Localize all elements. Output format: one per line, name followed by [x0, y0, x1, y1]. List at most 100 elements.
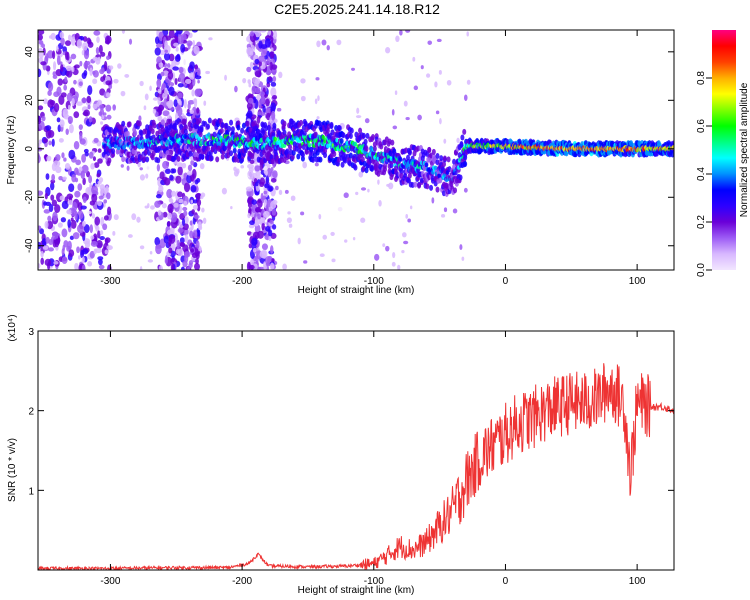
spectrogram-cell — [81, 97, 87, 104]
spectrogram-cell — [127, 121, 132, 128]
spectrogram-cell — [198, 247, 202, 252]
spectrogram-cell — [90, 163, 95, 170]
spectrogram-cell — [163, 235, 169, 244]
spectrogram-cell — [154, 47, 161, 56]
spectrogram-cell — [391, 261, 396, 267]
spectrogram-cell — [268, 206, 274, 212]
spectrogram-cell — [112, 104, 117, 111]
spectrogram-cell — [120, 164, 124, 168]
spectrogram-cell — [340, 161, 345, 168]
spectrogram-cell — [190, 199, 194, 204]
spectrogram-cell — [187, 99, 195, 105]
spectrogram-cell — [331, 258, 336, 263]
spectrogram-cell — [220, 153, 225, 160]
spectrogram-cell — [182, 260, 188, 268]
spectrogram-cell — [272, 95, 278, 100]
spectrogram-cell — [317, 95, 320, 102]
spectrogram-cell — [323, 152, 328, 159]
snr-x-tick-label: -200 — [232, 576, 252, 587]
spectrogram-cell — [70, 53, 77, 60]
spectrogram-cell — [160, 119, 165, 126]
spectrogram-cell — [248, 243, 253, 249]
spectrogram-cell — [176, 239, 180, 250]
spectrogram-cell — [424, 162, 429, 168]
spectrogram-cell — [69, 124, 74, 134]
spectrogram-cell — [199, 124, 204, 131]
spectrogram-cell — [246, 66, 252, 73]
spectrogram-cell — [254, 165, 261, 172]
spectrogram-cell — [332, 151, 337, 158]
spectrogram-cell — [402, 232, 407, 238]
spectrogram-cell — [268, 235, 272, 242]
spectrogram-cell — [53, 160, 61, 168]
spectrogram-cell — [45, 125, 52, 131]
spectrogram-cell — [82, 177, 86, 186]
spectrogram-cell — [38, 139, 42, 144]
spectrogram-cell — [270, 87, 277, 97]
spectrogram-cell — [95, 47, 100, 55]
spectrogram-cell — [117, 63, 122, 69]
spectrogram-cell — [255, 181, 259, 187]
spectrogram-cell — [360, 217, 366, 223]
spectrogram-cell — [235, 168, 240, 175]
spectrogram-cell — [245, 112, 253, 118]
spectrogram-cell — [105, 92, 111, 98]
spectrogram-cell — [394, 90, 398, 95]
spectrogram-cell — [439, 155, 444, 162]
spectrogram-cell — [234, 85, 238, 93]
spectrogram-cell — [341, 132, 346, 139]
spectrogram-cell — [417, 114, 422, 121]
spectrogram-cell — [183, 182, 191, 193]
spectrogram-cell — [187, 170, 193, 176]
spectrogram-cell — [155, 43, 163, 48]
spectrogram-cell — [59, 119, 65, 128]
spectrogram-cell — [59, 61, 63, 65]
spectrogram-cell — [407, 218, 411, 223]
spectrogram-cell — [75, 159, 81, 166]
spectrogram-cell — [254, 87, 261, 94]
spectrogram-cell — [257, 111, 262, 116]
spectrogram-cell — [38, 34, 43, 41]
spectrogram-cell — [353, 141, 358, 147]
spectrogram-y-axis-label: Frequency (Hz) — [6, 116, 17, 185]
spectrogram-cell — [96, 239, 103, 249]
spectrogram-y-tick-label: -20 — [24, 190, 35, 205]
spectrogram-cell — [74, 262, 79, 270]
spectrogram-cell — [107, 157, 112, 164]
spectrogram-cell — [259, 181, 265, 187]
spectrogram-cell — [395, 35, 400, 43]
spectrogram-cell — [38, 262, 41, 269]
spectrogram-y-tick-label: 20 — [24, 94, 35, 106]
spectrogram-cell — [97, 148, 102, 153]
spectrogram-cell — [431, 197, 435, 204]
spectrogram-cell — [278, 189, 283, 195]
spectrogram-cell — [155, 244, 162, 249]
spectrogram-cell — [156, 78, 162, 89]
spectrogram-cell — [367, 188, 370, 193]
spectrogram-cell — [161, 203, 167, 209]
spectrogram-cell — [61, 256, 68, 265]
spectrogram-cell — [193, 64, 199, 70]
spectrogram-cell — [104, 129, 109, 136]
spectrogram-cell — [183, 128, 188, 135]
spectrogram-cell — [275, 185, 279, 191]
spectrogram-cell — [45, 236, 50, 244]
spectrogram-cell — [258, 133, 263, 140]
spectrogram-cell — [391, 108, 395, 116]
spectrogram-cell — [105, 80, 112, 86]
spectrogram-cell — [56, 86, 62, 96]
spectrogram-cell — [315, 77, 320, 81]
spectrogram-cell — [392, 252, 396, 259]
spectrogram-cell — [101, 114, 105, 120]
spectrogram-cell — [176, 162, 183, 168]
spectrogram-cell — [53, 261, 59, 265]
spectrogram-cell — [152, 97, 159, 101]
spectrogram-cell — [73, 140, 80, 150]
spectrogram-cell — [361, 132, 366, 139]
spectrogram-cell — [41, 238, 47, 247]
spectrogram-cell — [464, 94, 468, 101]
spectrogram-cell — [265, 203, 269, 211]
spectrogram-cell — [93, 30, 101, 36]
spectrogram-cell — [296, 153, 301, 160]
